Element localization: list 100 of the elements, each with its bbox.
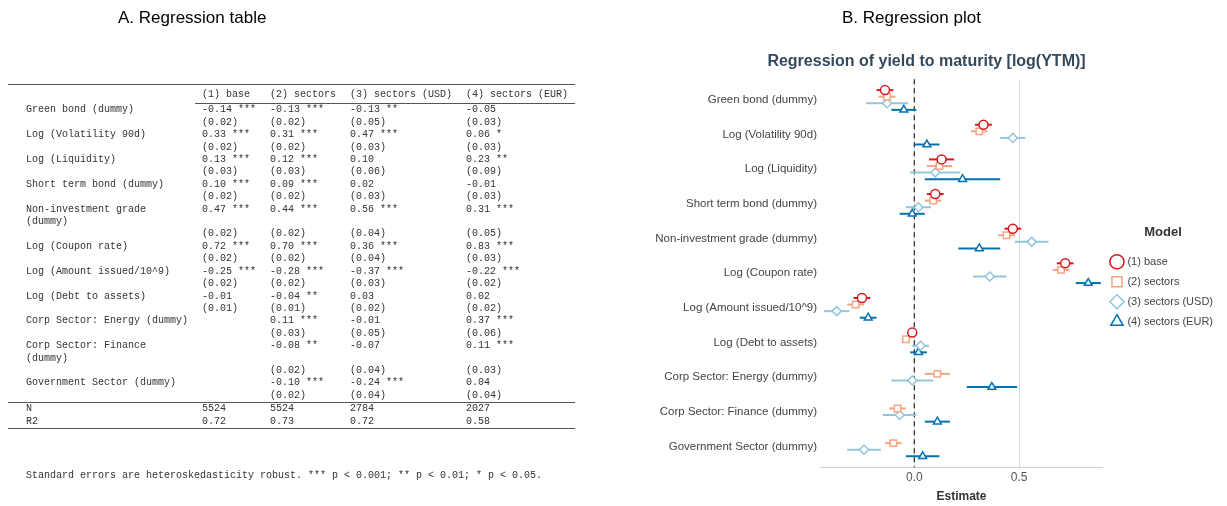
text: 0.09 *** (270, 178, 319, 190)
text: -0.01 (202, 290, 233, 302)
text: (0.02) (202, 228, 239, 240)
text: (0.03) (202, 166, 239, 178)
text: 0.13 *** (202, 154, 251, 166)
category-label: (1) base (195, 84, 264, 104)
y-tick-label: Government Sector (dummy) (668, 439, 818, 452)
text: (0.06) (350, 166, 387, 178)
y-tick-label: Log (Amount issued/10^9) (683, 301, 818, 314)
text: (0.02) (202, 253, 239, 265)
text: (0.03) (466, 141, 503, 153)
text: 0.02 (350, 178, 375, 190)
text: 0.06 * (466, 129, 503, 141)
y-tick-label: Non-investment grade (dummy) (655, 231, 818, 244)
y-tick-label: Log (Debt to assets) (713, 335, 818, 348)
text: 0.72 *** (202, 240, 251, 252)
text: (0.02) (466, 278, 503, 290)
text: 0.56 *** (350, 203, 399, 215)
text: (0.02) (270, 141, 307, 153)
text: 0.10 *** (202, 178, 251, 190)
category-label: Log (Coupon rate) (26, 240, 129, 252)
text: -0.01 (350, 315, 381, 327)
text: (0.01) (202, 302, 239, 314)
text: Standard errors are heteroskedasticity robust. *** p < 0.001; ** p < 0.01; * p < 0.05. (26, 470, 544, 482)
text: B. Regression plot (842, 8, 981, 28)
text: -0.07 (350, 340, 381, 352)
text: (0.02) (270, 389, 307, 401)
text: 0.04 (466, 377, 491, 389)
text: 0.31 *** (270, 129, 319, 141)
text: (0.04) (350, 364, 387, 376)
category-label: Log (Liquidity) (26, 154, 117, 166)
category-label: Short term bond (dummy) (26, 178, 165, 190)
y-tick-label: Corp Sector: Energy (dummy) (664, 370, 818, 383)
text: (0.05) (466, 228, 503, 240)
text: 0.58 (466, 415, 491, 427)
y-tick-label: Corp Sector: Finance (dummy) (659, 404, 818, 417)
text: 0.11 *** (466, 340, 515, 352)
text: (0.02) (202, 116, 239, 128)
text: -0.24 *** (350, 377, 405, 389)
category-label: Non-investment grade (dummy) (26, 203, 147, 228)
text: -0.08 ** (270, 340, 319, 352)
text: -0.14 *** (202, 104, 257, 116)
text: (0.03) (466, 116, 503, 128)
category-label: (2) sectors (263, 84, 344, 104)
text: 0.10 (350, 154, 375, 166)
text: 0.36 *** (350, 240, 399, 252)
text: 5524 (202, 403, 227, 415)
category-label: Corp Sector: Energy (dummy) (26, 315, 189, 327)
text: -0.28 *** (270, 265, 325, 277)
y-tick-label: Log (Volatility 90d) (722, 127, 818, 140)
y-tick-label: Short term bond (dummy) (685, 197, 818, 210)
category-label: (4) sectors (EUR) (459, 84, 576, 104)
text: 0.11 *** (270, 315, 319, 327)
text: (0.03) (466, 191, 503, 203)
text: (0.04) (350, 253, 387, 265)
text: (0.05) (350, 116, 387, 128)
text: 0.23 ** (466, 154, 509, 166)
text: 0.31 *** (466, 203, 515, 215)
text: (0.02) (202, 141, 239, 153)
text: 0.03 (350, 290, 375, 302)
text: A. Regression table (118, 8, 267, 28)
text: (0.01) (270, 302, 307, 314)
category-label: Government Sector (dummy) (26, 377, 177, 389)
text: 0.72 (202, 415, 227, 427)
legend-label: (3) sectors (USD) (1127, 294, 1213, 307)
text: (0.03) (466, 253, 503, 265)
chart-title: Regression of yield to maturity [log(YTM)] (767, 52, 1086, 70)
text: -0.05 (466, 104, 497, 116)
y-tick-label: Green bond (dummy) (707, 93, 818, 106)
text: -0.37 *** (350, 265, 405, 277)
text: 0.02 (466, 290, 491, 302)
text: -0.13 ** (350, 104, 399, 116)
text: 0.12 *** (270, 154, 319, 166)
text: (0.02) (270, 228, 307, 240)
text: 0.83 *** (466, 240, 515, 252)
text: (0.04) (466, 389, 503, 401)
text: (0.02) (270, 116, 307, 128)
text: (0.02) (466, 302, 503, 314)
text: 5524 (270, 403, 295, 415)
text: (0.04) (350, 389, 387, 401)
text: -0.10 *** (270, 377, 325, 389)
text: (0.02) (202, 191, 239, 203)
category-label: (3) sectors (USD) (343, 84, 460, 104)
category-label: Log (Debt to assets) (26, 290, 147, 302)
text: 0.44 *** (270, 203, 319, 215)
category-label: Green bond (dummy) (26, 103, 135, 115)
text: -0.22 *** (466, 265, 521, 277)
text: (0.02) (270, 278, 307, 290)
text: 0.70 *** (270, 240, 319, 252)
text: (0.03) (350, 141, 387, 153)
text: -0.25 *** (202, 265, 257, 277)
text: -0.01 (466, 178, 497, 190)
legend-label: (2) sectors (1127, 274, 1180, 287)
text: 0.73 (270, 415, 295, 427)
text: (0.06) (466, 327, 503, 339)
legend-label: (1) base (1127, 254, 1168, 267)
y-tick-label: Log (Liquidity) (744, 162, 818, 175)
text: (0.09) (466, 166, 503, 178)
category-label: Log (Volatility 90d) (26, 129, 147, 141)
text: (0.02) (270, 364, 307, 376)
